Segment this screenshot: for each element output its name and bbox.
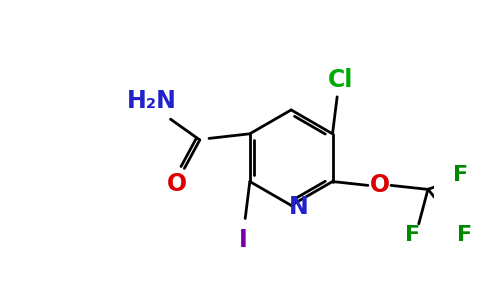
Text: F: F bbox=[405, 225, 420, 245]
Text: N: N bbox=[289, 195, 309, 219]
Text: F: F bbox=[453, 165, 468, 185]
Text: O: O bbox=[166, 172, 187, 196]
Text: O: O bbox=[370, 173, 390, 197]
Text: I: I bbox=[239, 228, 248, 252]
Text: Cl: Cl bbox=[328, 68, 353, 92]
Text: H₂N: H₂N bbox=[127, 89, 177, 113]
Text: F: F bbox=[457, 225, 472, 245]
